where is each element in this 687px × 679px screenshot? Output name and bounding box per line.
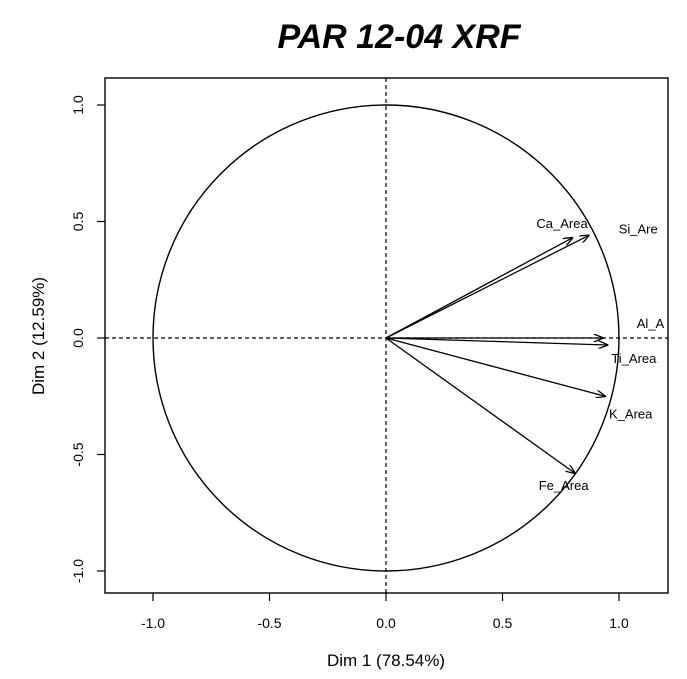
tick-layer: -1.0 -0.5 0.0 0.5 1.0 -1.0 -0.5 0.0 0.5 1.0	[70, 95, 629, 631]
y-tick-label: 1.0	[70, 95, 86, 115]
plot-layer: Ca_Area Si_Are Al_A Ti_Area K_Area Fe_Area	[105, 78, 668, 593]
x-axis-label: Dim 1 (78.54%)	[327, 651, 445, 670]
chart-title: PAR 12-04 XRF	[277, 18, 521, 56]
x-tick-label: -0.5	[257, 615, 281, 631]
variable-label: Si_Are	[619, 221, 658, 236]
variable-label: Al_A	[637, 316, 665, 331]
variable-label: Fe_Area	[539, 478, 590, 493]
y-tick-label: -0.5	[70, 442, 86, 466]
variable-arrow	[385, 337, 605, 396]
y-axis-label: Dim 2 (12.59%)	[29, 277, 48, 395]
variable-label: K_Area	[609, 406, 653, 421]
x-tick-label: 0.0	[376, 615, 396, 631]
x-tick-label: -1.0	[141, 615, 165, 631]
x-tick-label: 0.5	[493, 615, 513, 631]
x-tick-label: 1.0	[609, 615, 629, 631]
variable-arrow	[385, 235, 589, 339]
variable-arrow	[385, 337, 607, 345]
y-tick-label: -1.0	[70, 559, 86, 583]
variable-label: Ti_Area	[611, 351, 657, 366]
y-tick-label: 0.0	[70, 328, 86, 348]
variable-arrow	[385, 238, 572, 339]
variable-arrow	[385, 337, 575, 473]
y-tick-label: 0.5	[70, 212, 86, 232]
variable-label: Ca_Area	[536, 216, 588, 231]
